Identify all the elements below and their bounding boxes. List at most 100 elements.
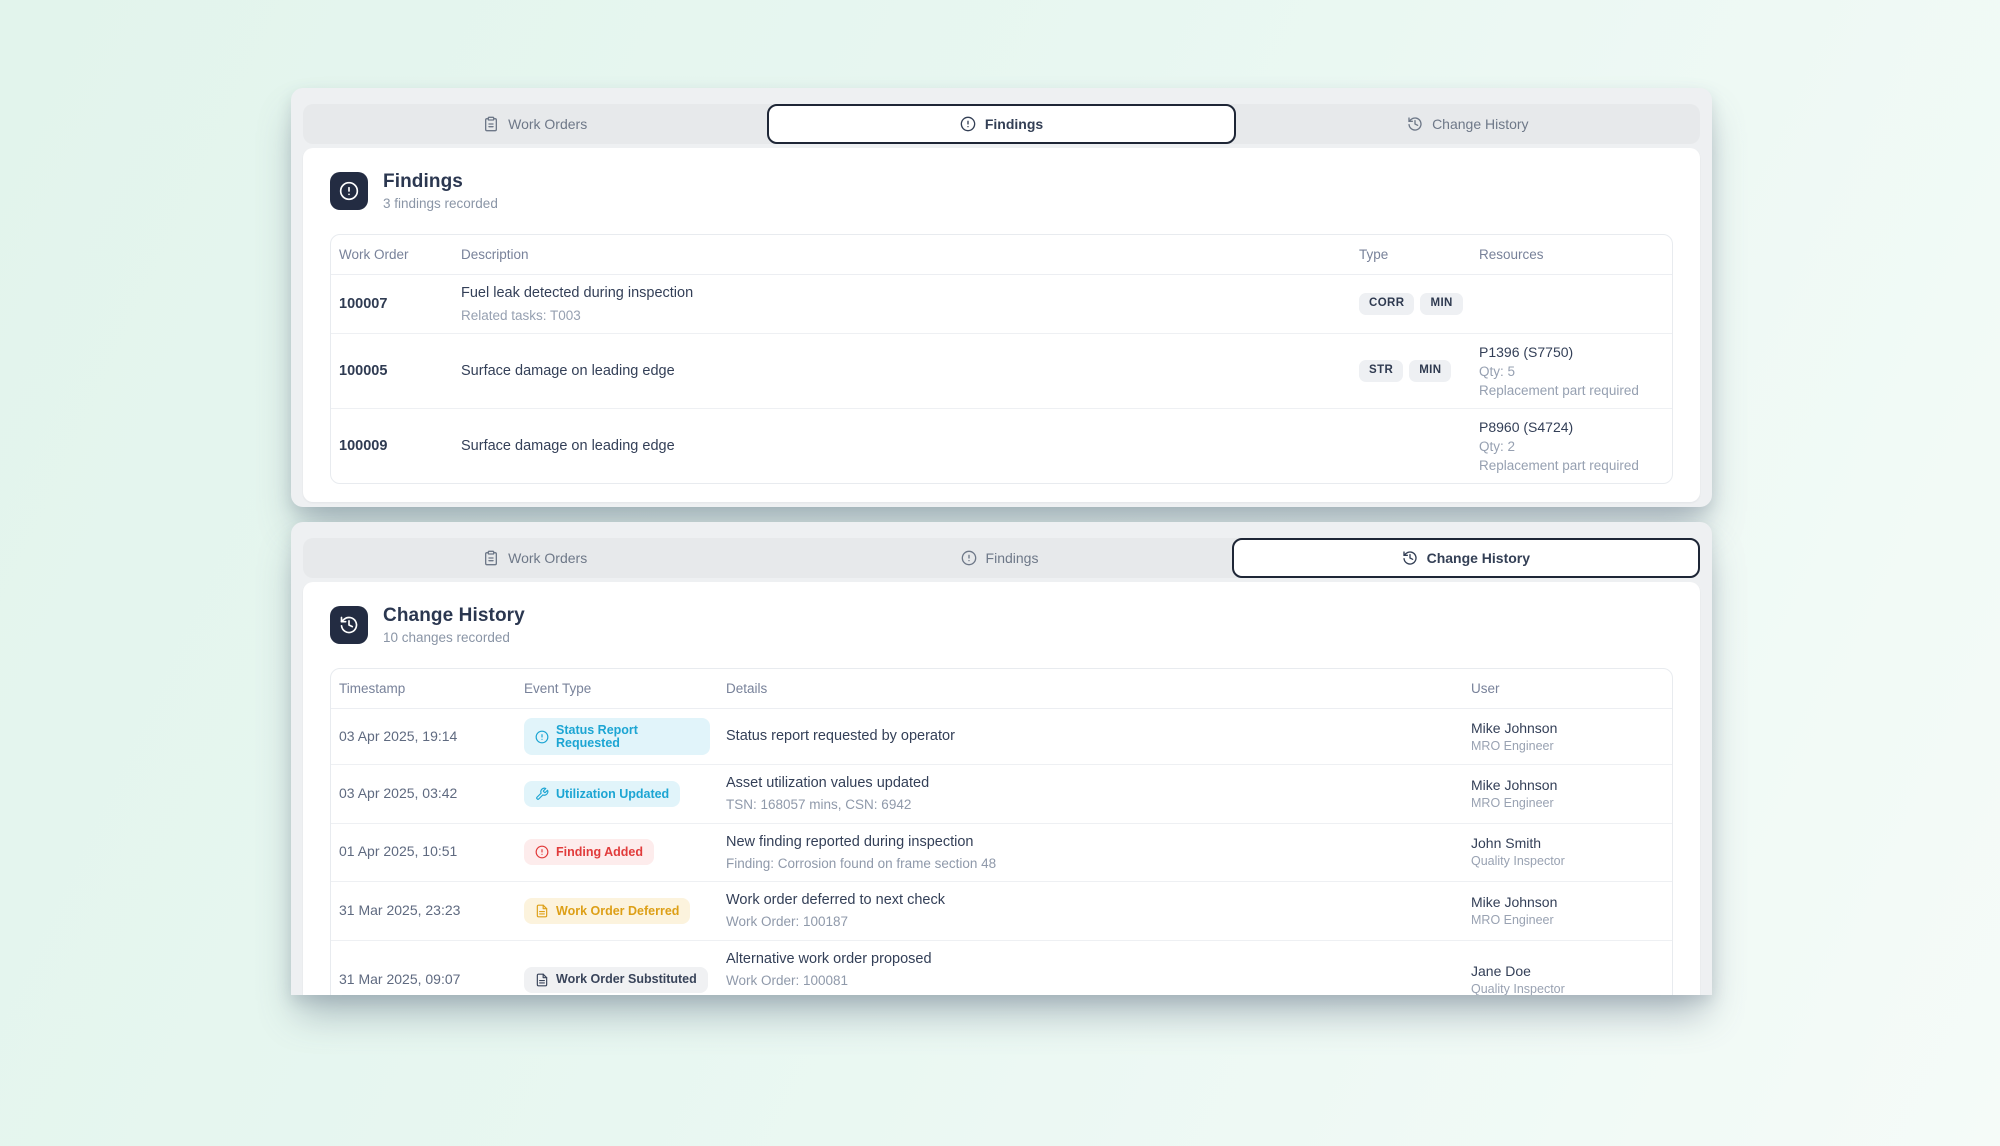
change-history-table: Timestamp Event Type Details User 03 Apr… — [330, 668, 1673, 995]
tab-label: Change History — [1432, 116, 1529, 132]
change-history-panel: Work Orders Findings Change History Chan… — [291, 522, 1712, 995]
column-header-work-order: Work Order — [331, 235, 453, 275]
event-details: Alternative work order proposed — [726, 950, 932, 967]
tab-label: Findings — [984, 116, 1044, 132]
tab-label: Work Orders — [508, 116, 588, 132]
tab-work-orders[interactable]: Work Orders — [303, 104, 767, 144]
tab-findings[interactable]: Findings — [767, 104, 1236, 144]
alert-circle-icon — [535, 730, 549, 743]
user-role: MRO Engineer — [1471, 738, 1554, 753]
history-icon — [1408, 117, 1422, 131]
column-header-description: Description — [453, 235, 1351, 275]
file-text-icon — [536, 973, 548, 986]
changes-count: 10 changes recorded — [383, 630, 510, 645]
table-row: 100005 Surface damage on leading edge ST… — [331, 333, 1672, 409]
event-badge-work-order-substituted: Work Order Substituted — [524, 966, 708, 993]
timestamp: 31 Mar 2025, 09:07 — [339, 970, 461, 987]
user-name: Mike Johnson — [1471, 893, 1558, 910]
event-badge-label: Utilization Updated — [556, 786, 670, 801]
change-history-card: Change History 10 changes recorded Times… — [303, 582, 1700, 995]
page-title: Change History — [383, 605, 525, 626]
event-details: Asset utilization values updated — [726, 775, 930, 791]
table-row: 01 Apr 2025, 10:51 Finding Added New fin… — [331, 822, 1672, 882]
change-history-card-header: Change History 10 changes recorded — [330, 605, 1673, 645]
alert-circle-icon — [535, 845, 549, 859]
event-details-sub: Work Order: 100081 — [726, 972, 849, 988]
user-role: MRO Engineer — [1471, 795, 1554, 810]
finding-description: Fuel leak detected during inspection — [461, 285, 694, 301]
event-details-sub: TSN: 168057 mins, CSN: 6942 — [726, 797, 912, 812]
history-icon — [330, 606, 368, 644]
tab-label: Work Orders — [508, 550, 588, 566]
timestamp: 03 Apr 2025, 19:14 — [339, 727, 458, 744]
table-row: 100009 Surface damage on leading edge P8… — [331, 408, 1672, 483]
type-badge: STR — [1359, 360, 1404, 382]
user-name: Jane Doe — [1471, 962, 1531, 979]
tab-label: Change History — [1426, 550, 1531, 566]
event-badge-label: Work Order Substituted — [556, 972, 697, 987]
resource-part: P8960 (S4724) — [1479, 419, 1574, 435]
event-details-sub: Work Order: 100187 — [726, 914, 849, 929]
alert-circle-icon — [960, 116, 976, 132]
column-header-type: Type — [1351, 235, 1471, 275]
table-row: 03 Apr 2025, 19:14 Status Report Request… — [331, 709, 1672, 765]
timestamp: 31 Mar 2025, 23:23 — [339, 901, 461, 918]
findings-panel: Work Orders Findings Change History Find… — [291, 88, 1712, 507]
event-details: Status report requested by operator — [726, 728, 955, 744]
resource-part: P1396 (S7750) — [1479, 344, 1574, 360]
column-header-user: User — [1463, 669, 1672, 709]
column-header-event-type: Event Type — [516, 669, 718, 709]
finding-related-tasks: Related tasks: T003 — [461, 308, 581, 323]
event-badge-work-order-deferred: Work Order Deferred — [524, 897, 691, 924]
event-badge-finding-added: Finding Added — [524, 839, 655, 866]
tab-change-history[interactable]: Change History — [1236, 104, 1700, 144]
table-row: 31 Mar 2025, 09:07 Work Order Substitute… — [331, 939, 1672, 995]
column-header-resources: Resources — [1471, 235, 1672, 275]
event-badge-label: Finding Added — [556, 845, 644, 859]
user-name: John Smith — [1471, 835, 1542, 852]
work-order-number: 100009 — [339, 438, 388, 454]
clipboard-icon — [485, 116, 498, 132]
resource-note: Replacement part required — [1479, 383, 1639, 398]
event-details: Work order deferred to next check — [726, 892, 945, 908]
tab-bar: Work Orders Findings Change History — [303, 538, 1700, 578]
file-text-icon — [536, 904, 548, 918]
user-role: Quality Inspector — [1471, 854, 1565, 869]
event-badge-label: Work Order Deferred — [556, 903, 680, 918]
finding-description: Surface damage on leading edge — [461, 437, 675, 454]
table-row: 03 Apr 2025, 03:42 Utilization Updated A… — [331, 764, 1672, 823]
event-details-sub: Details: MRO work card substituted for O… — [726, 992, 1455, 995]
column-header-details: Details — [718, 669, 1463, 709]
resource-qty: Qty: 5 — [1479, 364, 1516, 379]
alert-circle-icon — [961, 550, 976, 566]
event-badge-status-report-requested: Status Report Requested — [524, 718, 710, 755]
event-details-sub: Finding: Corrosion found on frame sectio… — [726, 855, 997, 871]
table-row: 100007 Fuel leak detected during inspect… — [331, 275, 1672, 334]
tab-change-history[interactable]: Change History — [1231, 538, 1700, 578]
column-header-timestamp: Timestamp — [331, 669, 516, 709]
tab-findings[interactable]: Findings — [767, 538, 1231, 578]
event-badge-label: Status Report Requested — [556, 723, 638, 750]
resource-note: Replacement part required — [1479, 458, 1639, 473]
clipboard-icon — [485, 550, 498, 566]
resource-qty: Qty: 2 — [1479, 439, 1516, 454]
tab-bar: Work Orders Findings Change History — [303, 104, 1700, 144]
history-icon — [1402, 551, 1417, 565]
findings-card-header: Findings 3 findings recorded — [330, 171, 1673, 211]
user-role: MRO Engineer — [1471, 912, 1554, 927]
user-name: Mike Johnson — [1471, 719, 1558, 736]
page-title: Findings — [383, 171, 463, 192]
event-details: New finding reported during inspection — [726, 833, 974, 850]
alert-circle-icon — [330, 172, 368, 210]
tab-work-orders[interactable]: Work Orders — [303, 538, 767, 578]
table-header-row: Work Order Description Type Resources — [331, 235, 1672, 275]
timestamp: 01 Apr 2025, 10:51 — [339, 843, 458, 860]
type-badge: CORR — [1359, 293, 1415, 315]
type-badge: MIN — [1420, 293, 1463, 315]
findings-card: Findings 3 findings recorded Work Order … — [303, 148, 1700, 502]
timestamp: 03 Apr 2025, 03:42 — [339, 784, 458, 801]
event-badge-utilization-updated: Utilization Updated — [524, 780, 681, 807]
tab-label: Findings — [985, 550, 1039, 566]
table-header-row: Timestamp Event Type Details User — [331, 669, 1672, 709]
